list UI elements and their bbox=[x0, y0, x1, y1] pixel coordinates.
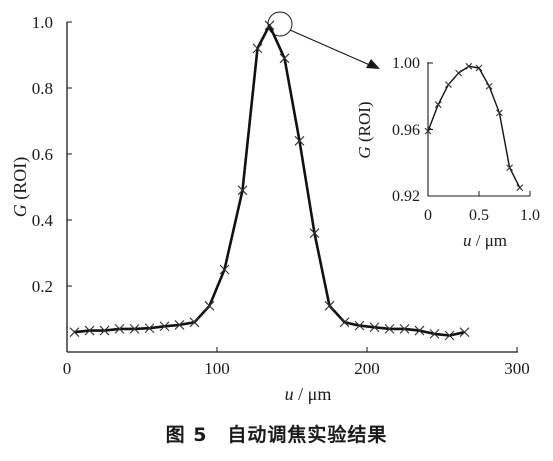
inset-xtick-label: 0.5 bbox=[469, 207, 489, 224]
main-data-point bbox=[114, 324, 125, 334]
main-ytick-label: 0.4 bbox=[32, 211, 54, 230]
inset-data-point bbox=[424, 127, 432, 135]
main-xtick-label: 300 bbox=[504, 359, 530, 378]
main-data-point bbox=[84, 325, 95, 336]
inset-data-point bbox=[434, 101, 442, 108]
peak-highlight-circle bbox=[267, 11, 293, 37]
inset-ticks bbox=[427, 62, 531, 197]
main-data-point bbox=[369, 322, 380, 333]
main-y-axis-title: G (ROI) bbox=[10, 157, 31, 218]
inset-data-point bbox=[516, 184, 524, 192]
inset-ytick-label: 0.92 bbox=[392, 188, 420, 205]
main-data-point bbox=[399, 324, 410, 334]
main-xtick-label: 200 bbox=[354, 359, 380, 378]
main-data-point bbox=[279, 53, 290, 64]
main-series bbox=[69, 20, 470, 341]
inset-xtick-label: 1.0 bbox=[520, 207, 540, 224]
main-ytick-label: 1.0 bbox=[32, 13, 53, 32]
main-data-point bbox=[354, 320, 365, 331]
main-ytick-label: 0.6 bbox=[32, 145, 53, 164]
main-data-point bbox=[444, 330, 455, 341]
inset-data-point bbox=[465, 62, 473, 70]
main-data-point bbox=[252, 43, 263, 54]
inset-data-point bbox=[445, 81, 452, 89]
inset-plot-frame bbox=[427, 62, 530, 197]
inset-xtick-label: 0 bbox=[424, 207, 432, 224]
main-xtick-label: 0 bbox=[63, 359, 72, 378]
main-ytick-label: 0.8 bbox=[32, 79, 53, 98]
inset-x-axis-title: u / μm bbox=[463, 231, 507, 250]
main-data-point bbox=[159, 321, 170, 332]
main-data-point bbox=[339, 317, 350, 328]
main-ticks bbox=[66, 21, 518, 352]
main-x-axis-title: u / μm bbox=[285, 384, 332, 404]
main-data-point bbox=[69, 327, 80, 338]
main-xtick-label: 100 bbox=[204, 359, 230, 378]
main-data-point bbox=[459, 327, 470, 338]
main-data-point bbox=[204, 300, 215, 311]
inset-data-point bbox=[506, 164, 513, 172]
main-data-point bbox=[174, 320, 185, 330]
main-data-point bbox=[237, 185, 248, 196]
main-ytick-label: 0.2 bbox=[32, 277, 53, 296]
main-data-point bbox=[429, 328, 440, 339]
inset-ytick-label: 1.00 bbox=[392, 55, 420, 72]
inset-data-point bbox=[455, 69, 462, 77]
main-data-point bbox=[189, 317, 200, 328]
main-data-point bbox=[324, 300, 335, 311]
main-data-point bbox=[384, 324, 395, 334]
main-data-point bbox=[414, 325, 425, 336]
main-data-point bbox=[144, 323, 155, 334]
inset-series-line bbox=[427, 65, 521, 189]
inset-series bbox=[424, 62, 524, 192]
inset-ytick-label: 0.96 bbox=[392, 122, 420, 139]
zoom-arrow bbox=[289, 29, 373, 67]
zoom-arrowhead bbox=[366, 59, 380, 69]
inset-data-point bbox=[485, 82, 493, 90]
main-data-point bbox=[294, 135, 305, 146]
main-plot-frame bbox=[66, 22, 518, 353]
inset-y-axis-title: G (ROI) bbox=[355, 101, 374, 158]
main-data-point bbox=[129, 324, 140, 334]
main-data-point bbox=[219, 264, 230, 275]
main-data-point bbox=[264, 20, 275, 31]
main-data-point bbox=[99, 325, 110, 336]
inset-data-point bbox=[496, 109, 503, 117]
figure-caption: 图 5 自动调焦实验结果 bbox=[165, 424, 388, 446]
main-data-point bbox=[309, 228, 320, 239]
inset-data-point bbox=[475, 64, 483, 72]
